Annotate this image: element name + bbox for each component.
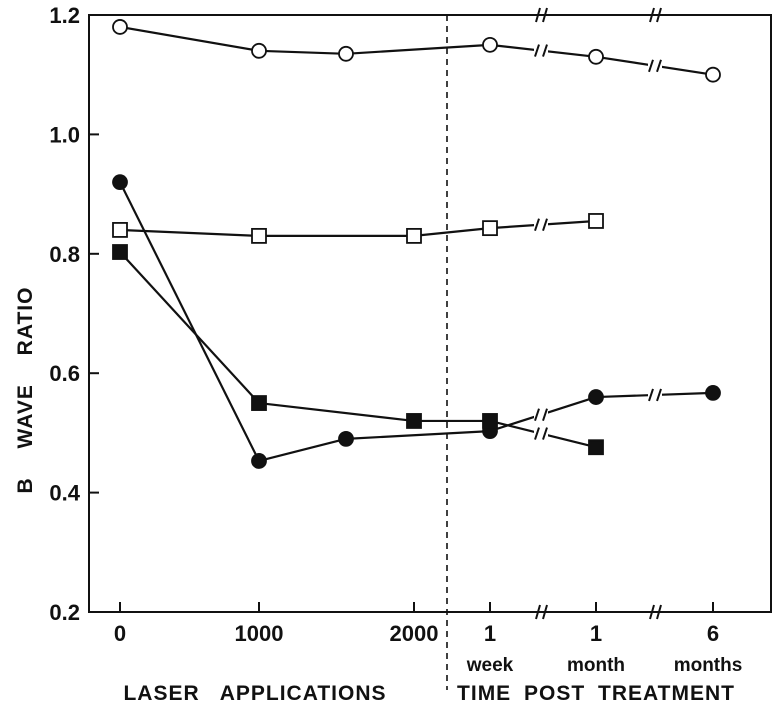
y-tick-label: 1.2 bbox=[49, 3, 80, 28]
line-break-mark bbox=[534, 427, 548, 440]
line-break-mark bbox=[534, 44, 548, 57]
series-line-segment bbox=[345, 430, 491, 440]
data-point-filled-square bbox=[482, 413, 498, 429]
x-tick-sublabel: month bbox=[567, 655, 625, 676]
data-point-filled-square bbox=[251, 395, 267, 411]
data-point-open-square bbox=[406, 227, 422, 244]
series-line-segment bbox=[119, 228, 260, 237]
data-point-open-square bbox=[112, 222, 128, 238]
y-axis: 1.2 1.0 0.8 0.6 0.4 0.2 bbox=[49, 3, 99, 625]
x-tick-label: 6 bbox=[707, 621, 719, 646]
x-group-label-laser-applications: LASER APPLICATIONS bbox=[123, 682, 386, 705]
x-tick-sublabel: week bbox=[466, 655, 514, 676]
filled-square-series bbox=[112, 244, 604, 456]
data-point-filled-circle bbox=[112, 174, 128, 191]
axis-break-marks bbox=[535, 7, 662, 620]
series-line-segment bbox=[119, 251, 260, 404]
open-circle-series bbox=[112, 19, 721, 83]
y-axis-title: B WAVE RATIO bbox=[14, 287, 37, 494]
x-axis: 0 1000 2000 1 week 1 month 6 months bbox=[114, 602, 742, 676]
data-point-open-circle bbox=[705, 66, 721, 83]
data-point-filled-circle bbox=[705, 385, 721, 401]
data-point-open-circle bbox=[251, 42, 267, 59]
series-layer bbox=[112, 19, 721, 469]
data-point-open-circle bbox=[482, 36, 498, 53]
data-point-open-circle bbox=[112, 19, 128, 35]
line-break-mark bbox=[648, 59, 662, 73]
x-tick-label: 0 bbox=[114, 621, 126, 646]
series-line-segment bbox=[258, 401, 415, 423]
plot-frame bbox=[88, 14, 772, 613]
series-line-segment bbox=[119, 181, 260, 462]
line-break-mark bbox=[534, 218, 548, 231]
x-tick-label: 1 bbox=[590, 621, 602, 646]
series-line-segment bbox=[413, 227, 491, 237]
series-line-segment bbox=[258, 49, 347, 55]
data-point-filled-square bbox=[406, 413, 422, 429]
axis-break-mark bbox=[535, 7, 548, 23]
axis-break-mark bbox=[649, 604, 662, 620]
y-tick-label: 0.4 bbox=[49, 481, 80, 506]
data-point-open-square bbox=[482, 220, 498, 237]
axis-break-mark bbox=[649, 7, 662, 23]
series-line-segment bbox=[258, 437, 347, 463]
series-line-segment bbox=[345, 43, 491, 55]
x-group-label-time-post-treatment: TIME POST TREATMENT bbox=[457, 682, 735, 705]
data-point-filled-circle bbox=[251, 453, 267, 469]
x-tick-sublabel: months bbox=[674, 655, 743, 676]
x-tick-label: 1 bbox=[484, 621, 496, 646]
line-break-mark bbox=[648, 388, 662, 402]
y-tick-label: 0.6 bbox=[49, 361, 80, 386]
x-tick-label: 2000 bbox=[390, 621, 439, 646]
series-line-segment bbox=[119, 25, 260, 52]
y-tick-label: 1.0 bbox=[49, 122, 80, 147]
data-point-filled-circle bbox=[588, 389, 604, 405]
open-square-series bbox=[112, 213, 604, 244]
y-tick-label: 0.2 bbox=[49, 600, 80, 625]
data-point-filled-circle bbox=[338, 430, 354, 447]
data-point-open-square bbox=[251, 227, 267, 244]
line-break-mark bbox=[534, 408, 548, 422]
data-point-filled-square bbox=[112, 244, 128, 260]
axis-break-mark bbox=[535, 604, 548, 620]
x-tick-label: 1000 bbox=[235, 621, 284, 646]
data-point-open-circle bbox=[338, 45, 354, 62]
data-point-open-square bbox=[588, 213, 604, 229]
data-point-filled-square bbox=[588, 439, 604, 456]
data-point-open-circle bbox=[588, 48, 604, 65]
y-tick-label: 0.8 bbox=[49, 242, 80, 267]
